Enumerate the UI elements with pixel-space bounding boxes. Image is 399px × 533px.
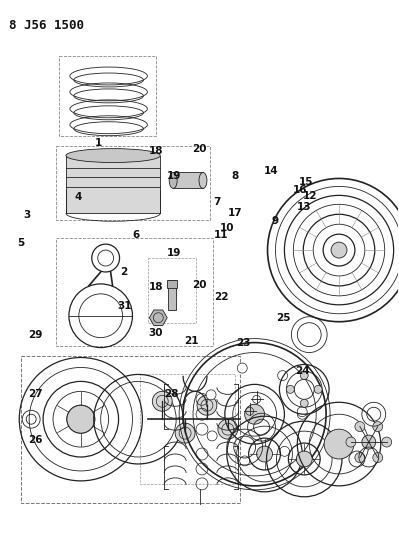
Circle shape: [355, 453, 365, 463]
Text: 21: 21: [184, 336, 199, 346]
Text: 27: 27: [28, 389, 42, 399]
Text: 30: 30: [149, 328, 163, 338]
Ellipse shape: [199, 173, 207, 188]
Text: 15: 15: [298, 176, 313, 187]
Text: 20: 20: [192, 144, 207, 154]
Circle shape: [296, 451, 312, 467]
Circle shape: [278, 370, 288, 381]
Circle shape: [152, 391, 172, 411]
Text: 20: 20: [192, 280, 207, 290]
Text: 14: 14: [263, 166, 278, 176]
Circle shape: [175, 423, 195, 443]
Bar: [21, 356, 240, 503]
Bar: [167, 280, 177, 288]
Text: 9: 9: [271, 216, 279, 227]
Circle shape: [355, 422, 365, 432]
Circle shape: [300, 399, 308, 407]
Bar: [140, 375, 235, 484]
Text: 7: 7: [213, 197, 221, 207]
Text: 19: 19: [166, 248, 181, 259]
Circle shape: [300, 372, 308, 379]
Circle shape: [240, 456, 250, 466]
Bar: [168, 280, 176, 310]
Bar: [66, 156, 160, 213]
Text: 31: 31: [117, 301, 131, 311]
Circle shape: [257, 446, 273, 462]
Text: 4: 4: [75, 191, 82, 201]
Circle shape: [297, 409, 307, 419]
Circle shape: [286, 385, 294, 393]
Text: 13: 13: [297, 202, 312, 212]
Text: 24: 24: [295, 367, 310, 376]
Text: 8 J56 1500: 8 J56 1500: [9, 19, 84, 33]
Circle shape: [245, 404, 265, 424]
Text: 28: 28: [164, 389, 179, 399]
Text: 3: 3: [24, 209, 31, 220]
Text: 19: 19: [166, 172, 181, 181]
Text: 18: 18: [149, 147, 163, 157]
Circle shape: [237, 363, 247, 373]
Circle shape: [206, 390, 216, 400]
Text: 8: 8: [231, 172, 239, 181]
Circle shape: [362, 435, 376, 449]
Circle shape: [382, 437, 392, 447]
Circle shape: [218, 419, 238, 439]
Ellipse shape: [169, 173, 177, 188]
Circle shape: [197, 395, 217, 415]
Polygon shape: [149, 310, 167, 326]
Text: 25: 25: [276, 313, 291, 324]
Text: 26: 26: [28, 435, 42, 446]
Text: 6: 6: [132, 230, 140, 240]
Circle shape: [297, 407, 307, 417]
Ellipse shape: [66, 149, 160, 163]
Text: 2: 2: [120, 267, 128, 277]
Bar: [56, 238, 213, 345]
Text: 10: 10: [220, 223, 235, 233]
Bar: [59, 56, 156, 136]
Text: 17: 17: [228, 208, 243, 219]
Bar: [148, 258, 196, 322]
Text: 29: 29: [28, 330, 42, 341]
Circle shape: [346, 437, 356, 447]
Circle shape: [331, 242, 347, 258]
Text: 11: 11: [214, 230, 229, 240]
Circle shape: [207, 431, 217, 441]
Circle shape: [280, 446, 290, 456]
Text: 5: 5: [18, 238, 25, 248]
Text: 23: 23: [236, 338, 250, 349]
Text: 16: 16: [293, 184, 308, 195]
Circle shape: [67, 405, 95, 433]
Bar: [56, 146, 210, 220]
Text: 18: 18: [149, 281, 163, 292]
Circle shape: [314, 385, 322, 393]
Text: 1: 1: [95, 138, 102, 148]
Circle shape: [373, 422, 383, 432]
Text: 22: 22: [214, 292, 229, 302]
Circle shape: [373, 453, 383, 463]
Circle shape: [324, 429, 354, 459]
Bar: [173, 173, 203, 188]
Text: 12: 12: [302, 191, 317, 201]
